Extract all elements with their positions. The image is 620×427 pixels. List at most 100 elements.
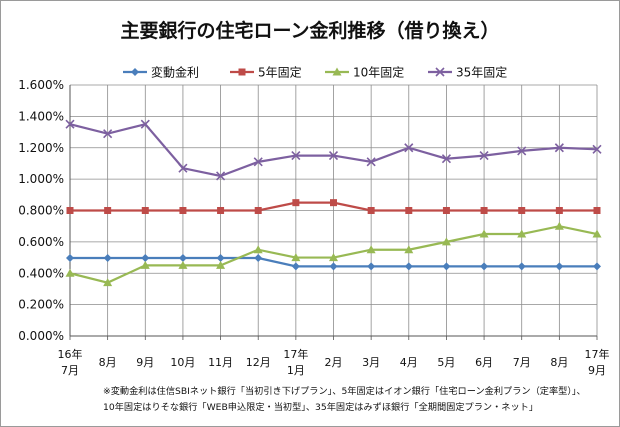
x-tick-label: 5月 (437, 356, 455, 369)
y-tick-label: 0.600% (18, 235, 64, 249)
data-point (104, 207, 112, 214)
data-point (217, 207, 225, 214)
y-tick-label: 1.600% (18, 78, 64, 92)
data-point (328, 151, 339, 161)
data-point (103, 278, 113, 287)
y-tick-label: 0.800% (18, 204, 64, 218)
data-point (367, 262, 376, 271)
data-point (179, 207, 187, 214)
y-tick-label: 1.400% (18, 109, 64, 123)
series-triangle (65, 221, 602, 287)
data-point (216, 171, 226, 181)
x-tick-label: 12月 (246, 356, 271, 369)
data-point (216, 260, 226, 269)
legend-marker (238, 68, 246, 76)
legend-label: 変動金利 (151, 65, 199, 80)
footnote-line-1: ※変動金利は住信SBIネット銀行「当初引き下げプラン」、5年固定はイオン銀行「住… (103, 385, 586, 397)
data-point (366, 157, 376, 167)
series-square (66, 199, 601, 214)
data-point (480, 262, 489, 271)
x-tick-label: 11月 (208, 356, 233, 369)
data-point (140, 260, 150, 269)
data-point (329, 253, 338, 262)
data-point (593, 262, 601, 271)
data-point (554, 221, 564, 230)
series-layer (65, 119, 602, 287)
data-point (366, 245, 376, 254)
footnote: ※変動金利は住信SBIネット銀行「当初引き下げプラン」、5年固定はイオン銀行「住… (103, 385, 586, 413)
x-tick-label: 9月 (588, 364, 606, 377)
data-point (517, 146, 527, 156)
data-point (141, 207, 149, 214)
data-point (442, 262, 451, 271)
series-diamond (66, 254, 601, 271)
x-tick-label: 2月 (325, 356, 343, 369)
legend-entry: 35年固定 (428, 65, 507, 80)
x-tick-label: 1月 (287, 364, 305, 377)
data-point (66, 207, 74, 214)
data-point (103, 129, 113, 139)
x-tick-label: 4月 (400, 356, 418, 369)
x-tick-label: 3月 (362, 356, 380, 369)
legend-label: 35年固定 (456, 65, 507, 80)
legend-entry: 10年固定 (325, 65, 404, 80)
data-point (103, 254, 112, 263)
legend-entry: 変動金利 (123, 65, 199, 80)
data-point (479, 229, 489, 238)
data-point (178, 260, 188, 269)
data-point (517, 262, 526, 271)
legend-label: 10年固定 (353, 65, 404, 80)
data-point (140, 119, 150, 129)
data-point (178, 163, 188, 173)
data-point (592, 229, 602, 238)
data-point (554, 143, 564, 153)
data-point (330, 199, 337, 207)
data-point (254, 254, 263, 263)
legend-marker (332, 67, 342, 76)
data-point (291, 151, 301, 161)
x-tick-label: 8月 (550, 356, 568, 369)
data-point (404, 245, 414, 254)
data-point (254, 207, 262, 214)
data-point (480, 207, 488, 214)
data-point (593, 207, 601, 214)
legend-marker (131, 68, 139, 76)
legend-marker (435, 67, 445, 77)
y-tick-label: 0.000% (18, 329, 64, 343)
data-point (329, 262, 338, 271)
data-point (65, 268, 75, 277)
data-point (441, 154, 451, 164)
data-point (292, 199, 300, 207)
chart-title: 主要銀行の住宅ローン金利推移（借り換え） (120, 19, 499, 42)
data-point (291, 262, 300, 271)
legend-entry: 5年固定 (230, 65, 302, 80)
legend-label: 5年固定 (258, 65, 302, 80)
data-point (253, 245, 263, 254)
x-tick-year: 16年 (58, 347, 83, 361)
data-point (592, 144, 602, 154)
axes: 0.000% 0.200% 0.400% 0.600% 0.800% 1.000% 1.20… (18, 78, 609, 377)
data-point (216, 254, 225, 263)
y-tick-label: 1.000% (18, 172, 64, 186)
x-tick-label: 7月 (61, 364, 79, 377)
data-point (65, 119, 75, 129)
data-point (141, 254, 150, 263)
x-tick-label: 10月 (170, 356, 195, 369)
data-point (479, 151, 489, 161)
data-point (404, 262, 413, 271)
x-tick-year: 17年 (585, 347, 610, 361)
y-tick-label: 0.400% (18, 266, 64, 280)
data-point (178, 254, 187, 263)
x-tick-label: 7月 (513, 356, 531, 369)
legend: 変動金利 5年固定 10年固定 35年固定 (123, 65, 507, 80)
x-tick-label: 6月 (475, 356, 493, 369)
data-point (253, 157, 263, 167)
x-tick-year: 17年 (283, 347, 308, 361)
data-point (291, 253, 301, 262)
footnote-line-2: 10年固定はりそな銀行「WEB申込限定・当初型」、35年固定はみずほ銀行「全期間… (103, 401, 538, 413)
y-tick-label: 1.200% (18, 141, 64, 155)
data-point (555, 262, 564, 271)
x-tick-label: 9月 (136, 356, 154, 369)
data-point (555, 207, 563, 214)
